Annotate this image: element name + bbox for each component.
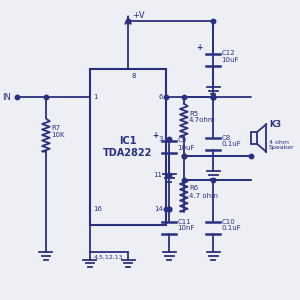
Text: R6
4.7 ohm: R6 4.7 ohm xyxy=(189,185,218,199)
Text: +: + xyxy=(153,130,159,140)
Text: R7
10K: R7 10K xyxy=(51,125,65,139)
Text: 4 ohm
Speaker: 4 ohm Speaker xyxy=(269,140,295,150)
Text: 4,5,12,13: 4,5,12,13 xyxy=(94,255,124,260)
Bar xyxy=(251,132,257,144)
Text: C8
0.1uF: C8 0.1uF xyxy=(221,134,241,148)
Text: IC1
TDA2822: IC1 TDA2822 xyxy=(103,136,153,158)
Bar xyxy=(90,69,166,225)
Text: 16: 16 xyxy=(93,206,102,212)
Text: IN: IN xyxy=(2,93,11,102)
Text: 1: 1 xyxy=(93,94,98,100)
Text: 8: 8 xyxy=(132,74,136,80)
Text: 6: 6 xyxy=(158,94,163,100)
Text: 14: 14 xyxy=(154,206,163,212)
Text: 11: 11 xyxy=(154,172,163,178)
Text: C10
0.1uF: C10 0.1uF xyxy=(221,218,241,232)
Text: C9
10uF: C9 10uF xyxy=(177,137,195,151)
Text: 3: 3 xyxy=(158,136,163,142)
Text: C11
10nF: C11 10nF xyxy=(177,218,195,232)
Text: +V: +V xyxy=(133,11,145,20)
Text: +: + xyxy=(196,44,203,52)
Text: R5
4.7ohm: R5 4.7ohm xyxy=(189,110,216,124)
Text: K3: K3 xyxy=(269,120,281,129)
Text: C12
10uF: C12 10uF xyxy=(221,50,239,63)
